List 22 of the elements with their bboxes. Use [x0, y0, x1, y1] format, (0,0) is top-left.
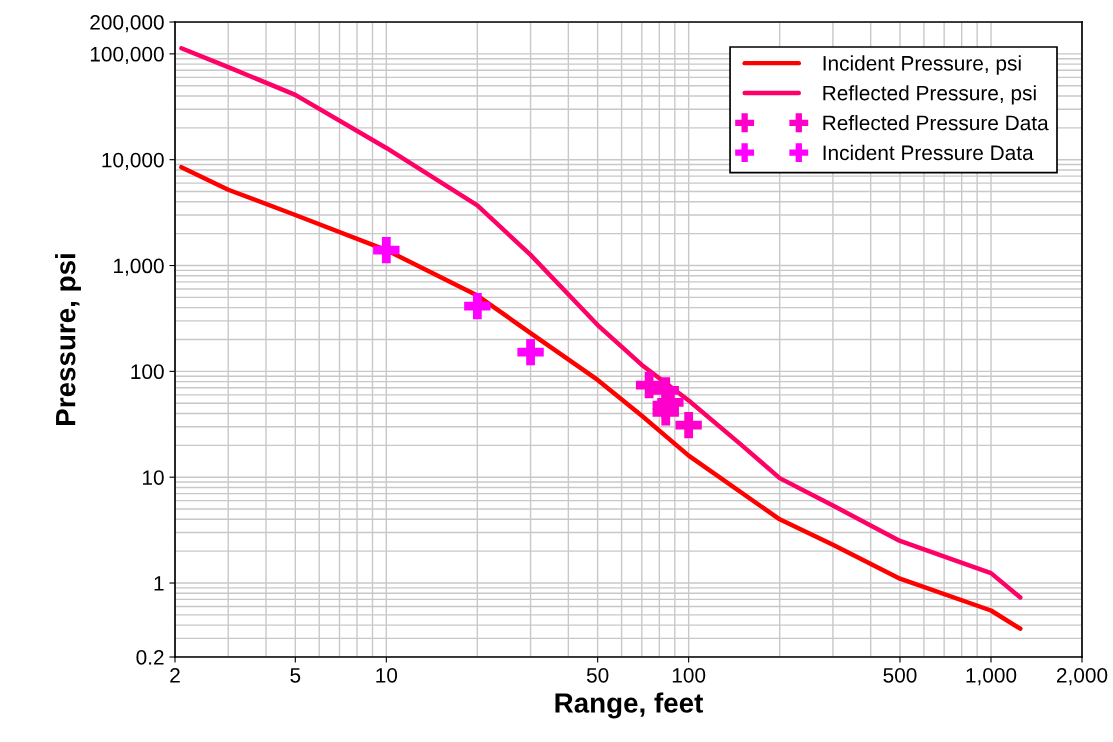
x-tick-label: 100 — [672, 667, 706, 683]
x-tick-label: 500 — [883, 667, 917, 683]
x-axis-title: Range, feet — [555, 692, 704, 719]
legend-label: Incident Pressure Data — [823, 144, 1034, 161]
y-tick-label: 100 — [131, 364, 164, 380]
x-tick-label: 5 — [290, 668, 301, 683]
x-tick-label: 2,000 — [1056, 667, 1108, 686]
y-tick-label: 1,000 — [114, 258, 164, 276]
y-tick-label: 100,000 — [90, 46, 164, 65]
legend-label: Reflected Pressure Data — [823, 115, 1049, 131]
y-tick-label: 200,000 — [90, 15, 164, 33]
x-tick-label: 1,000 — [966, 667, 1017, 686]
legend-label: Reflected Pressure, psi — [823, 85, 1036, 105]
y-tick-label: 1 — [154, 576, 164, 591]
x-tick-label: 10 — [376, 667, 398, 683]
y-tick-label: 0.2 — [136, 650, 164, 665]
x-tick-label: 2 — [170, 667, 180, 683]
y-tick-label: 10,000 — [102, 152, 164, 170]
y-axis-title: Pressure, psi — [55, 254, 81, 425]
y-tick-label: 10 — [143, 470, 164, 485]
x-tick-label: 50 — [586, 667, 609, 683]
legend-label: Incident Pressure, psi — [823, 55, 1021, 75]
